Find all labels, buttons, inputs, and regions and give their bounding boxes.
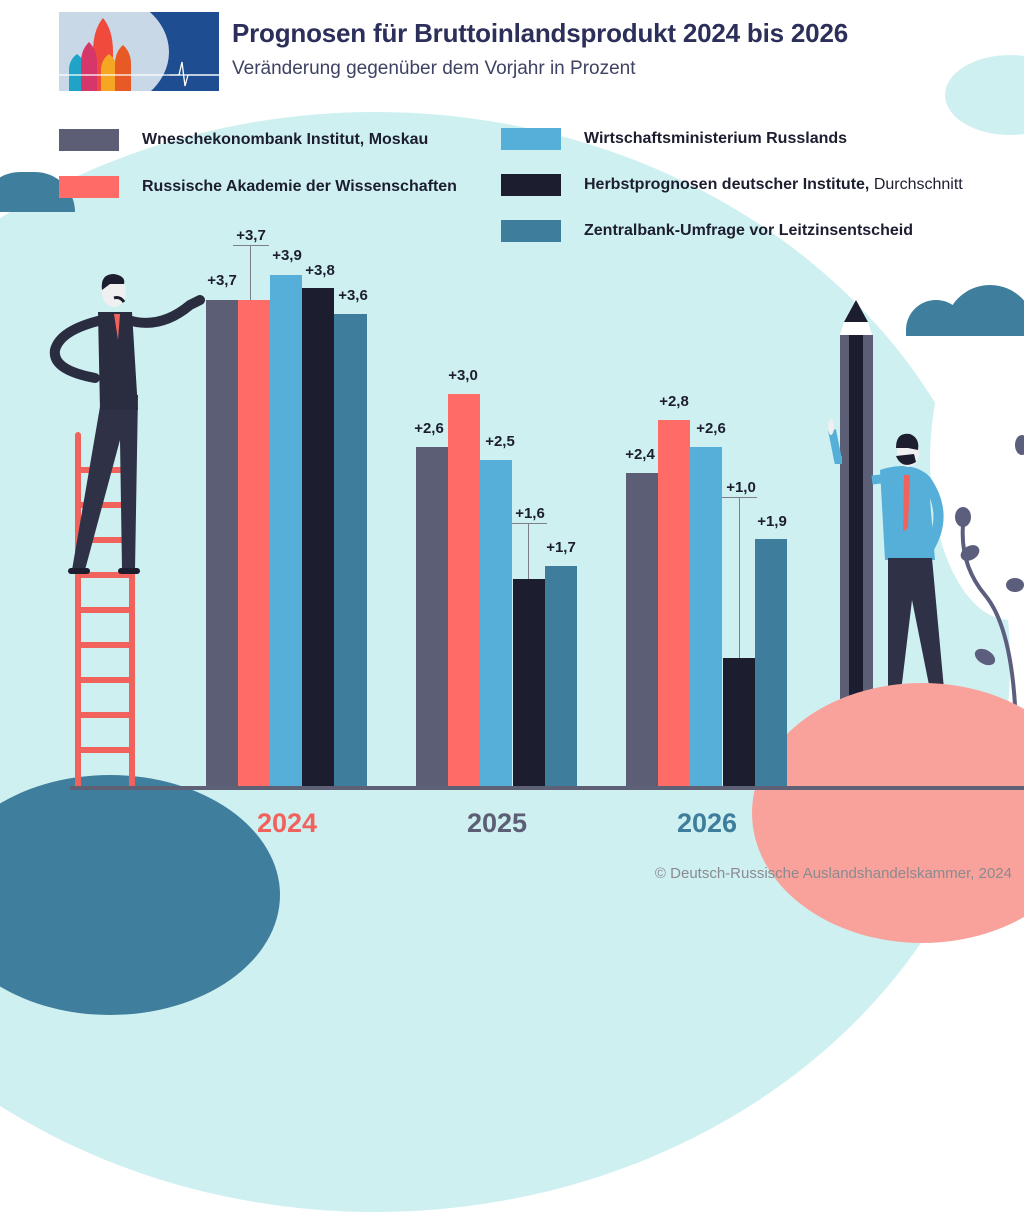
man-on-ladder-illustration (49, 274, 205, 790)
legend-label: Wneschekonombank Institut, Moskau (142, 131, 429, 148)
legend-item-herbstprognosen: Herbstprognosen deutscher Institute, Dur… (501, 172, 963, 198)
bar-2026-akademie (658, 420, 690, 787)
bar-2025-zentralbank (545, 566, 577, 787)
legend-label: Russische Akademie der Wissenschaften (142, 178, 457, 195)
year-label-2024: 2024 (256, 808, 318, 838)
plant-illustration (955, 507, 1024, 705)
value-label: +3,8 (305, 262, 335, 279)
value-label: +3,7 (207, 272, 237, 289)
bar-2026-wneschekonombank (626, 473, 658, 787)
bar-2026-herbstprognosen (723, 658, 755, 787)
year-label-2026: 2026 (676, 808, 738, 838)
bar-2026-wirtschaftsministerium (690, 447, 722, 787)
leader-line (528, 523, 529, 579)
legend-label: Herbstprognosen deutscher Institute, Dur… (584, 176, 963, 193)
legend-label: Zentralbank-Umfrage vor Leitzinsentschei… (584, 222, 913, 239)
leader-line (250, 245, 251, 300)
leader-line (233, 245, 269, 246)
legend-swatch (59, 176, 119, 198)
year-label-2025: 2025 (466, 808, 528, 838)
copyright-footer: © Deutsch-Russische Auslandshandelskamme… (654, 865, 1012, 882)
background-cloud-top-right (945, 55, 1024, 135)
plant-leaf (1015, 435, 1024, 455)
legend-swatch (59, 129, 119, 151)
logo (59, 12, 219, 91)
legend-item-zentralbank: Zentralbank-Umfrage vor Leitzinsentschei… (501, 218, 913, 244)
value-label: +1,6 (515, 505, 545, 522)
leader-line (722, 497, 757, 498)
bar-2026-zentralbank (755, 539, 787, 787)
chart-subtitle: Veränderung gegenüber dem Vorjahr in Pro… (232, 58, 636, 79)
value-label: +2,6 (414, 420, 444, 437)
value-label: +1,0 (726, 479, 756, 496)
legend-swatch (501, 174, 561, 196)
bar-2024-herbstprognosen (302, 288, 334, 787)
bar-2025-herbstprognosen (513, 579, 545, 787)
value-label: +3,7 (236, 227, 266, 244)
legend-item-wneschekonombank: Wneschekonombank Institut, Moskau (59, 127, 428, 153)
value-label: +1,7 (546, 539, 576, 556)
legend-item-wirtschaftsministerium: Wirtschaftsministerium Russlands (501, 126, 847, 152)
legend-swatch (501, 128, 561, 150)
bar-2024-akademie (238, 300, 270, 787)
legend-label: Wirtschaftsministerium Russlands (584, 130, 848, 147)
cathedral-domes-icon (59, 18, 219, 91)
bar-2024-wneschekonombank (206, 300, 238, 787)
value-label: +3,0 (448, 367, 478, 384)
legend-item-akademie: Russische Akademie der Wissenschaften (59, 174, 457, 200)
value-label: +2,4 (625, 446, 655, 463)
value-label: +2,6 (696, 420, 726, 437)
value-label: +1,9 (757, 513, 787, 530)
bar-2024-wirtschaftsministerium (270, 275, 302, 787)
legend-swatch (501, 220, 561, 242)
leader-line (739, 497, 740, 658)
bar-2025-wirtschaftsministerium (480, 460, 512, 787)
value-label: +3,9 (272, 247, 302, 264)
chart-title: Prognosen für Bruttoinlandsprodukt 2024 … (232, 18, 848, 48)
value-label: +2,5 (485, 433, 515, 450)
value-label: +3,6 (338, 287, 368, 304)
value-label: +2,8 (659, 393, 689, 410)
leader-line (512, 523, 547, 524)
bar-2025-akademie (448, 394, 480, 787)
bar-2025-wneschekonombank (416, 447, 448, 787)
man-with-pencil-illustration (828, 300, 945, 720)
x-axis-baseline (70, 786, 1024, 790)
bar-2024-zentralbank (334, 314, 367, 787)
